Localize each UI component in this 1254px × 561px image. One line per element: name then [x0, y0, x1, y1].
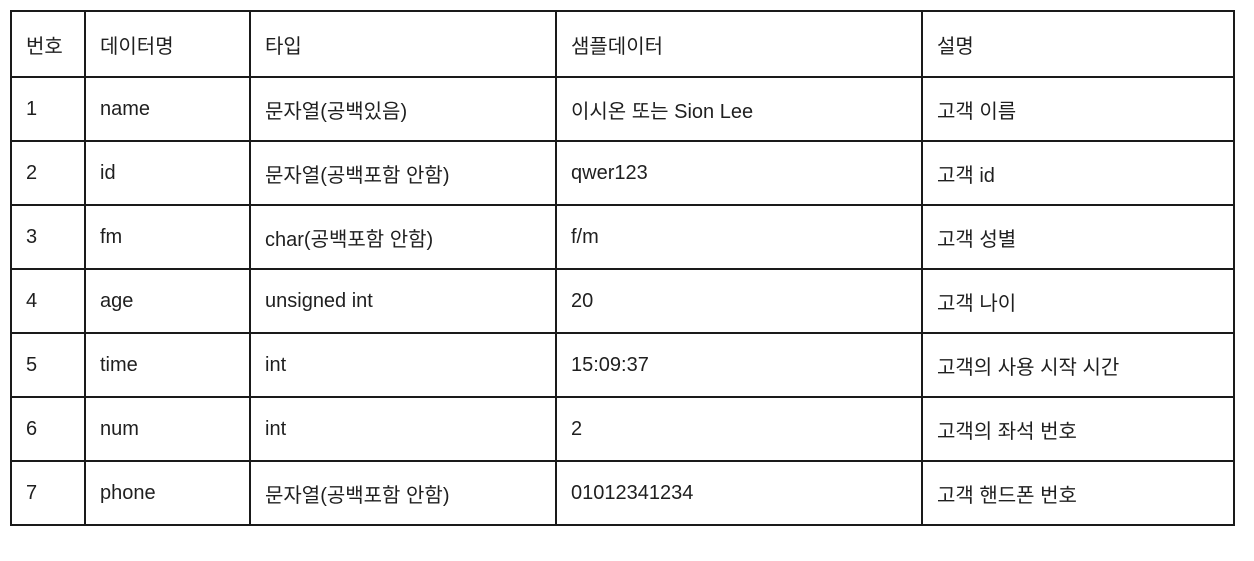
- data-spec-table-container: 번호 데이터명 타입 샘플데이터 설명 1 name 문자열(공백있음) 이시온…: [10, 10, 1235, 526]
- cell-sample-data: f/m: [555, 204, 923, 270]
- cell-description: 고객 핸드폰 번호: [921, 460, 1235, 526]
- cell-description: 고객 id: [921, 140, 1235, 206]
- table-row: 5 time int 15:09:37 고객의 사용 시작 시간: [10, 332, 1235, 398]
- cell-type: char(공백포함 안함): [249, 204, 557, 270]
- cell-number: 4: [10, 268, 86, 334]
- table-body: 1 name 문자열(공백있음) 이시온 또는 Sion Lee 고객 이름 2…: [10, 76, 1235, 526]
- table-row: 3 fm char(공백포함 안함) f/m 고객 성별: [10, 204, 1235, 270]
- cell-data-name: age: [84, 268, 251, 334]
- table-header: 번호 데이터명 타입 샘플데이터 설명: [10, 10, 1235, 78]
- cell-type: int: [249, 396, 557, 462]
- cell-data-name: id: [84, 140, 251, 206]
- cell-data-name: phone: [84, 460, 251, 526]
- cell-data-name: name: [84, 76, 251, 142]
- cell-number: 7: [10, 460, 86, 526]
- cell-number: 6: [10, 396, 86, 462]
- header-cell-type: 타입: [249, 10, 557, 78]
- cell-type: 문자열(공백있음): [249, 76, 557, 142]
- cell-type: int: [249, 332, 557, 398]
- table-row: 1 name 문자열(공백있음) 이시온 또는 Sion Lee 고객 이름: [10, 76, 1235, 142]
- cell-sample-data: qwer123: [555, 140, 923, 206]
- table-row: 4 age unsigned int 20 고객 나이: [10, 268, 1235, 334]
- cell-description: 고객 성별: [921, 204, 1235, 270]
- cell-sample-data: 01012341234: [555, 460, 923, 526]
- cell-sample-data: 15:09:37: [555, 332, 923, 398]
- header-cell-sample-data: 샘플데이터: [555, 10, 923, 78]
- cell-sample-data: 2: [555, 396, 923, 462]
- cell-data-name: time: [84, 332, 251, 398]
- cell-sample-data: 이시온 또는 Sion Lee: [555, 76, 923, 142]
- cell-description: 고객의 사용 시작 시간: [921, 332, 1235, 398]
- cell-number: 1: [10, 76, 86, 142]
- cell-sample-data: 20: [555, 268, 923, 334]
- cell-description: 고객 이름: [921, 76, 1235, 142]
- header-cell-description: 설명: [921, 10, 1235, 78]
- cell-data-name: fm: [84, 204, 251, 270]
- cell-data-name: num: [84, 396, 251, 462]
- cell-number: 2: [10, 140, 86, 206]
- cell-type: unsigned int: [249, 268, 557, 334]
- cell-number: 5: [10, 332, 86, 398]
- cell-description: 고객의 좌석 번호: [921, 396, 1235, 462]
- header-cell-number: 번호: [10, 10, 86, 78]
- cell-number: 3: [10, 204, 86, 270]
- table-row: 2 id 문자열(공백포함 안함) qwer123 고객 id: [10, 140, 1235, 206]
- cell-description: 고객 나이: [921, 268, 1235, 334]
- table-row: 7 phone 문자열(공백포함 안함) 01012341234 고객 핸드폰 …: [10, 460, 1235, 526]
- data-spec-table: 번호 데이터명 타입 샘플데이터 설명 1 name 문자열(공백있음) 이시온…: [10, 10, 1235, 526]
- header-cell-data-name: 데이터명: [84, 10, 251, 78]
- cell-type: 문자열(공백포함 안함): [249, 140, 557, 206]
- table-row: 6 num int 2 고객의 좌석 번호: [10, 396, 1235, 462]
- cell-type: 문자열(공백포함 안함): [249, 460, 557, 526]
- header-row: 번호 데이터명 타입 샘플데이터 설명: [10, 10, 1235, 78]
